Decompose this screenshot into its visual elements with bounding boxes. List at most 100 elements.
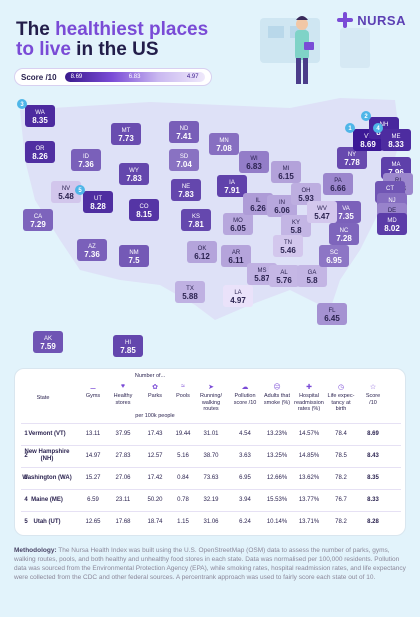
rank-cell: 3	[24, 475, 28, 481]
state-me	[381, 129, 411, 151]
state-in	[267, 195, 297, 217]
state-abbr-wv: WV	[317, 206, 327, 212]
value-cell: 73.63	[203, 475, 219, 481]
state-wa	[25, 105, 55, 127]
state-abbr-in: IN	[279, 200, 285, 206]
column-header: State	[36, 395, 50, 401]
state-score-wi: 6.83	[246, 162, 262, 171]
state-tx	[175, 281, 205, 303]
state-abbr-de: DE	[388, 208, 396, 214]
column-header: Pollution score /10	[233, 393, 257, 406]
state-abbr-ma: MA	[392, 162, 401, 168]
methodology-label: Methodology:	[14, 547, 57, 554]
state-abbr-id: ID	[83, 154, 90, 160]
state-abbr-la: LA	[234, 290, 241, 296]
column-icon: ☹	[273, 384, 281, 391]
value-cell: 12.66%	[266, 475, 288, 481]
state-score-id: 7.36	[78, 160, 94, 169]
state-ia	[217, 175, 247, 197]
state-il	[243, 193, 273, 215]
state-score-il: 6.26	[250, 204, 266, 213]
state-score-fl: 6.45	[324, 314, 340, 323]
value-cell: 76.7	[335, 497, 347, 503]
state-score-ne: 7.83	[178, 190, 194, 199]
state-abbr-va: VA	[342, 206, 350, 212]
value-cell: 13.25%	[266, 453, 288, 459]
value-cell: 13.23%	[266, 431, 288, 437]
state-score-vt: 8.69	[360, 140, 376, 149]
value-cell: 13.11	[85, 431, 101, 437]
rank-badge-number: 2	[364, 114, 368, 120]
rank-badge-me	[373, 123, 383, 133]
state-mi	[271, 161, 301, 183]
column-header: Hospital readmission rates (%)	[294, 393, 324, 412]
value-cell: 6.24	[239, 519, 251, 525]
rank-cell: 1	[24, 431, 28, 437]
value-cell: 31.01	[203, 431, 219, 437]
value-cell: 37.95	[115, 431, 131, 437]
state-sd	[169, 149, 199, 171]
value-cell: 3.63	[239, 453, 251, 459]
state-ca	[23, 209, 53, 231]
state-abbr-hi: HI	[125, 340, 131, 346]
state-abbr-mi: MI	[283, 166, 290, 172]
state-score-ma: 7.96	[388, 168, 404, 177]
state-abbr-ut: UT	[94, 196, 102, 202]
column-header: Adults that smoke (%)	[263, 393, 291, 406]
state-al	[269, 265, 299, 287]
value-cell: 14.85%	[298, 453, 320, 459]
value-cell: 18.74	[147, 519, 163, 525]
state-score-ok: 6.12	[194, 252, 210, 261]
state-abbr-sd: SD	[180, 154, 189, 160]
state-score-va: 7.35	[338, 212, 354, 221]
state-cell: Vermont (VT)	[28, 430, 66, 437]
state-score-ms: 5.87	[254, 274, 270, 283]
column-header: Score /10	[365, 393, 381, 406]
state-nd	[169, 121, 199, 143]
state-score-or: 8.26	[32, 152, 48, 161]
nursa-logo: NURSA	[337, 12, 406, 28]
state-score-ia: 7.91	[224, 186, 240, 195]
rank-badge-ut	[75, 185, 85, 195]
rank-badge-number: 5	[78, 188, 82, 194]
state-mn	[209, 133, 239, 155]
state-abbr-nv: NV	[62, 186, 70, 192]
table-row: 2 New Hampshire (NH) 14.97 27.83 12.57 5.16 38…	[15, 445, 407, 467]
value-cell: 14.57%	[298, 431, 320, 437]
column-icon: ♥	[120, 383, 126, 390]
value-cell: 5.16	[177, 453, 189, 459]
rank-badge-nh	[361, 111, 371, 121]
state-score-mn: 7.08	[216, 144, 232, 153]
state-abbr-sc: SC	[330, 250, 339, 256]
state-score-sc: 6.95	[326, 256, 342, 265]
state-abbr-al: AL	[280, 270, 288, 276]
state-sc	[319, 245, 349, 267]
score-cell: 8.69	[367, 431, 379, 437]
state-oh	[291, 183, 321, 205]
column-icon: ⚊	[89, 384, 97, 391]
value-cell: 27.06	[115, 475, 131, 481]
rank-cell: 2	[24, 453, 28, 459]
state-score-sd: 7.04	[176, 160, 192, 169]
state-score-co: 8.15	[136, 210, 152, 219]
state-score-ky: 5.8	[290, 226, 302, 235]
value-cell: 15.53%	[266, 497, 288, 503]
state-abbr-ar: AR	[232, 250, 241, 256]
state-ks	[181, 209, 211, 231]
state-score-la: 4.97	[230, 296, 246, 305]
state-abbr-me: ME	[392, 134, 401, 140]
value-cell: 17.43	[147, 431, 163, 437]
state-cell: Utah (UT)	[33, 518, 61, 525]
top-states-table: State ⚊ Gyms ♥ Healthy stores ✿ Parks ≈ Pools ➤ Ru…	[14, 368, 406, 536]
state-score-ca: 7.29	[30, 220, 46, 229]
legend-label: Score /10	[21, 72, 57, 82]
state-score-me: 8.33	[388, 140, 404, 149]
state-cell: Washington (WA)	[22, 474, 72, 481]
value-cell: 13.62%	[298, 475, 320, 481]
value-cell: 6.95	[239, 475, 251, 481]
column-header: Pools	[176, 393, 190, 399]
value-cell: 32.19	[203, 497, 219, 503]
legend-mid: 6.83	[128, 74, 141, 80]
state-ut	[83, 191, 113, 213]
column-icon: ☆	[369, 384, 377, 391]
